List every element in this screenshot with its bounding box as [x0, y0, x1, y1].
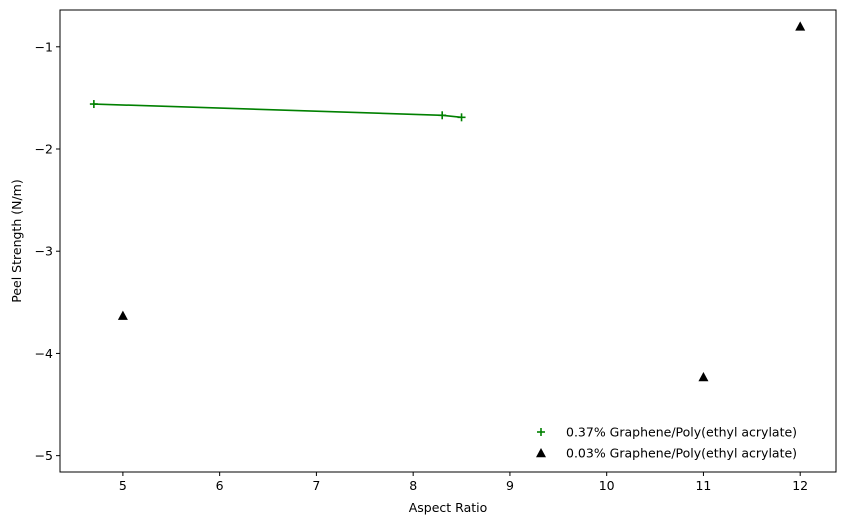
- plot-frame: [59, 9, 837, 473]
- series-markers: [89, 21, 806, 382]
- legend-marker-plus: [537, 428, 545, 436]
- data-point-plus: [457, 113, 466, 122]
- legend-label: 0.03% Graphene/Poly(ethyl acrylate): [566, 446, 797, 461]
- x-tick-label: 7: [312, 478, 320, 493]
- x-tick-label: 6: [216, 478, 224, 493]
- x-tick-label: 10: [599, 478, 615, 493]
- data-point-plus: [89, 100, 98, 109]
- x-axis: 5 6 7 8 9 10 11 12: [119, 472, 808, 493]
- legend-label: 0.37% Graphene/Poly(ethyl acrylate): [566, 425, 797, 440]
- data-point-triangle: [795, 21, 806, 31]
- x-tick-label: 5: [119, 478, 127, 493]
- data-point-plus: [438, 111, 447, 120]
- y-tick-label: −3: [35, 244, 53, 259]
- x-tick-label: 11: [695, 478, 711, 493]
- y-tick-label: −2: [35, 142, 53, 157]
- data-point-triangle: [698, 371, 709, 382]
- x-tick-label: 12: [792, 478, 808, 493]
- x-axis-title: Aspect Ratio: [409, 500, 488, 515]
- x-tick-label: 8: [409, 478, 417, 493]
- y-axis-title: Peel Strength (N/m): [9, 179, 24, 302]
- legend: 0.37% Graphene/Poly(ethyl acrylate) 0.03%…: [536, 425, 797, 461]
- y-tick-label: −4: [35, 346, 53, 361]
- y-tick-label: −5: [35, 448, 53, 463]
- data-point-triangle: [117, 310, 128, 320]
- y-tick-label: −1: [35, 39, 53, 54]
- legend-marker-triangle: [536, 448, 546, 458]
- x-tick-label: 9: [506, 478, 514, 493]
- y-axis: −5 −4 −3 −2 −1: [35, 39, 60, 463]
